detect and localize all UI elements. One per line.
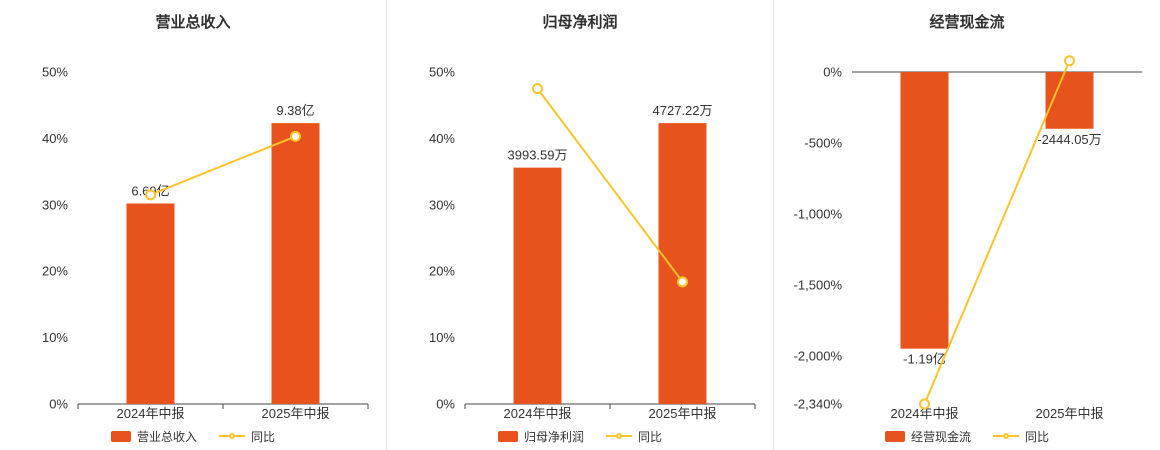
revenue-chart-canvas: 0%10%20%30%40%50%6.69亿9.38亿2024年中报2025年中… bbox=[42, 65, 369, 421]
legend-label: 同比 bbox=[638, 429, 663, 444]
x-axis-category-label: 2025年中报 bbox=[1036, 406, 1104, 421]
bar[interactable] bbox=[900, 72, 949, 349]
chart-title: 营业总收入 bbox=[155, 14, 231, 31]
y-axis-tick-label: -1,500% bbox=[794, 277, 843, 292]
chart-panel-total-revenue: 营业总收入 0%10%20%30%40%50%6.69亿9.38亿2024年中报… bbox=[0, 0, 386, 450]
bar-value-label: -1.19亿 bbox=[903, 352, 946, 367]
bar[interactable] bbox=[271, 123, 320, 405]
chart-title: 经营现金流 bbox=[929, 14, 1005, 31]
legend-item-net-profit-bar[interactable]: 归母净利润 bbox=[497, 428, 584, 445]
x-axis-category-label: 2024年中报 bbox=[504, 406, 572, 421]
yoy-line bbox=[923, 60, 1071, 405]
chart-panel-net-profit: 归母净利润 0% 10% 20% 30% 40% 50% 3993.59万 4727.22万 2… bbox=[386, 0, 773, 450]
y-axis-tick-label: 0% bbox=[823, 65, 842, 80]
y-axis-tick-label: -2,000% bbox=[794, 348, 843, 363]
y-axis-tick-label: 50% bbox=[42, 65, 68, 80]
bar-value-label: 9.38亿 bbox=[276, 103, 314, 118]
legend-label: 同比 bbox=[1025, 429, 1050, 444]
line-swatch-icon bbox=[606, 430, 632, 442]
legend-item-yoy[interactable]: 同比 bbox=[993, 428, 1049, 445]
chart-legend: 营业总收入 同比 bbox=[0, 422, 386, 450]
bar-swatch-icon bbox=[110, 430, 131, 442]
yoy-line bbox=[536, 87, 684, 283]
yoy-line-marker[interactable] bbox=[677, 276, 688, 288]
y-axis-tick-label: 50% bbox=[429, 65, 455, 80]
bar[interactable] bbox=[658, 123, 707, 405]
legend-label: 归母净利润 bbox=[523, 429, 584, 444]
bar[interactable] bbox=[513, 167, 562, 404]
x-axis-category-label: 2025年中报 bbox=[262, 406, 330, 421]
y-axis-tick-label: 40% bbox=[429, 131, 455, 146]
chart-panel-operating-cash-flow: 经营现金流 0% -500% -1,000% -1,500% -2,000% -2,340… bbox=[773, 0, 1160, 450]
line-marker-icon bbox=[1003, 433, 1009, 439]
line-swatch-icon bbox=[219, 430, 245, 442]
yoy-line-marker[interactable] bbox=[290, 130, 301, 142]
cash-flow-chart-canvas: 0% -500% -1,000% -1,500% -2,000% -2,340% -1.19… bbox=[794, 55, 1142, 421]
x-axis-category-label: 2024年中报 bbox=[891, 406, 959, 421]
y-axis-tick-label: 20% bbox=[42, 264, 68, 279]
y-axis-tick-label: -2,340% bbox=[794, 397, 843, 412]
chart-legend: 经营现金流 同比 bbox=[774, 422, 1160, 450]
bar-value-label: 4727.22万 bbox=[653, 103, 713, 118]
y-axis-tick-label: 10% bbox=[42, 330, 68, 345]
yoy-line-marker[interactable] bbox=[145, 189, 156, 201]
line-swatch-icon bbox=[993, 430, 1019, 442]
y-axis-tick-label: 40% bbox=[42, 131, 68, 146]
yoy-line-marker[interactable] bbox=[1064, 55, 1075, 67]
x-axis-category-label: 2025年中报 bbox=[649, 406, 717, 421]
y-axis-tick-label: -500% bbox=[804, 135, 842, 150]
x-axis-category-label: 2024年中报 bbox=[117, 406, 185, 421]
legend-item-revenue-bar[interactable]: 营业总收入 bbox=[110, 428, 197, 445]
y-axis-tick-label: 30% bbox=[42, 197, 68, 212]
y-axis-tick-label: 10% bbox=[429, 330, 455, 345]
legend-label: 同比 bbox=[251, 429, 276, 444]
line-marker-icon bbox=[616, 433, 622, 439]
yoy-line bbox=[150, 135, 296, 196]
y-axis-tick-label: 20% bbox=[429, 264, 455, 279]
bar[interactable] bbox=[126, 203, 175, 404]
y-axis-tick-label: -1,000% bbox=[794, 206, 843, 221]
legend-label: 经营现金流 bbox=[910, 429, 971, 444]
legend-item-cash-flow-bar[interactable]: 经营现金流 bbox=[884, 428, 971, 445]
legend-label: 营业总收入 bbox=[136, 429, 197, 444]
line-marker-icon bbox=[229, 433, 235, 439]
chart-legend: 归母净利润 同比 bbox=[387, 422, 773, 450]
y-axis-tick-label: 0% bbox=[436, 397, 455, 412]
legend-item-yoy[interactable]: 同比 bbox=[606, 428, 662, 445]
yoy-line-marker[interactable] bbox=[532, 83, 543, 95]
legend-item-yoy[interactable]: 同比 bbox=[219, 428, 275, 445]
net-profit-chart-canvas: 0% 10% 20% 30% 40% 50% 3993.59万 4727.22万 2024年中报… bbox=[429, 65, 756, 421]
chart-title: 归母净利润 bbox=[542, 14, 618, 31]
y-axis-tick-label: 0% bbox=[49, 397, 68, 412]
bar-value-label: -2444.05万 bbox=[1037, 132, 1101, 147]
bar-swatch-icon bbox=[497, 430, 518, 442]
bar-swatch-icon bbox=[884, 430, 905, 442]
yoy-line-marker[interactable] bbox=[919, 398, 930, 410]
y-axis-tick-label: 30% bbox=[429, 197, 455, 212]
bar-value-label: 3993.59万 bbox=[508, 148, 568, 163]
